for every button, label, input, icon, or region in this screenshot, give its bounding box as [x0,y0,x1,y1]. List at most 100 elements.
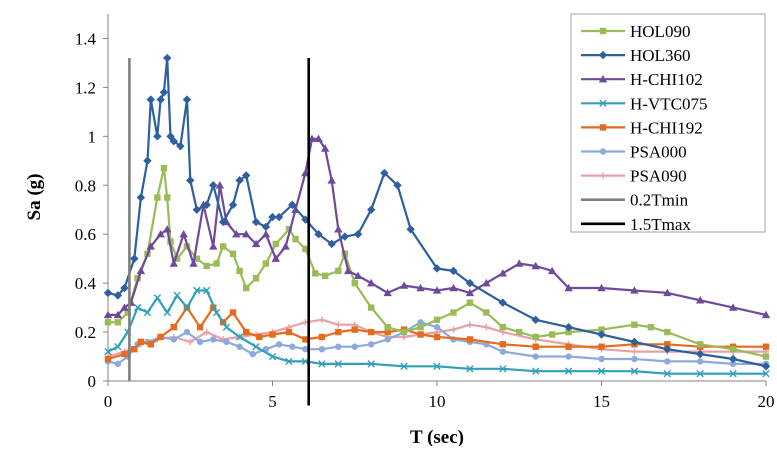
data-point [432,286,442,294]
data-point [163,308,171,317]
data-point [449,283,458,292]
data-point [251,217,261,227]
data-point [564,367,573,375]
data-point [597,283,606,292]
data-point [285,328,293,336]
legend: HOL090 HOL360 H-CHI102 H-VTC075 H-CHI192 PSA0… [570,13,766,234]
legend-label: PSA000 [630,143,687,162]
data-point [120,283,129,293]
data-point [193,255,201,262]
data-point [565,353,572,360]
data-point [154,194,161,201]
data-point [229,309,237,316]
data-point [169,137,178,146]
data-point [598,50,608,60]
data-point [187,338,194,346]
data-point [761,362,771,371]
legend-entry: HOL090 [581,22,690,41]
data-point [432,264,442,273]
data-point [292,235,299,243]
data-point [170,336,177,343]
data-point [153,132,162,141]
data-point [173,291,181,300]
data-point [400,362,408,371]
data-point [173,255,181,262]
legend-label: H-CHI102 [630,70,703,89]
data-point [547,266,557,275]
data-point [232,230,241,238]
y-tick-label: 0 [88,372,97,391]
data-point [268,352,277,361]
data-point [499,341,506,348]
data-point [762,353,770,360]
data-point [203,286,211,295]
data-point [242,284,250,292]
legend-label: 1.5Tmax [630,215,691,234]
data-point [241,230,251,238]
data-point [351,326,358,333]
data-point [136,266,146,275]
data-point [367,278,376,287]
data-point [176,141,185,151]
data-point [302,245,309,253]
data-point [393,181,402,190]
data-point [631,355,638,363]
data-point [160,164,168,172]
data-point [334,225,343,233]
data-point [630,337,639,347]
data-point [104,347,112,356]
data-point [228,200,238,210]
data-point [368,341,375,348]
series-h-vtc075 [104,286,770,378]
data-point [170,323,177,331]
data-point [212,308,221,317]
data-point [335,267,342,275]
data-point [762,369,770,378]
legend-entry: PSA000 [581,143,687,162]
data-point [210,336,217,343]
data-point [242,328,250,336]
data-point [597,367,606,375]
data-point [368,328,375,336]
y-tick-label: 0.8 [75,176,96,195]
data-point [157,333,164,341]
data-point [499,323,506,331]
y-tick-label: 0.2 [75,323,96,342]
data-point [368,304,375,311]
data-point [532,333,539,341]
data-point [189,259,198,267]
legend-label: HOL360 [630,46,690,65]
data-point [532,343,539,350]
data-point [209,181,218,190]
data-point [416,283,425,292]
data-point [262,260,270,267]
y-tick-label: 1.2 [75,78,96,97]
data-point [268,212,277,222]
data-point [314,230,323,239]
data-point [126,298,136,306]
data-point [531,261,540,270]
legend-entry: H-CHI102 [581,70,703,89]
axes-layer: 0 5 10 15 20 0 0.2 0.4 0.6 0.8 1 1.2 1.4 [75,14,775,411]
data-point [133,303,142,312]
data-point [256,333,263,341]
data-point [465,278,475,288]
data-point [647,323,655,331]
data-point [696,349,705,359]
data-point [193,286,201,295]
data-point [729,345,737,353]
data-point [121,350,128,358]
data-point [163,225,172,233]
data-point [130,254,139,263]
data-point [327,176,336,184]
data-point [209,242,218,250]
x-tick-label: 10 [429,392,446,411]
data-point [114,343,122,351]
data-point [384,328,391,336]
data-point [399,281,409,289]
data-point [235,176,244,185]
data-point [599,124,607,131]
data-point [103,288,113,298]
data-point [384,336,391,343]
data-point [351,343,358,350]
